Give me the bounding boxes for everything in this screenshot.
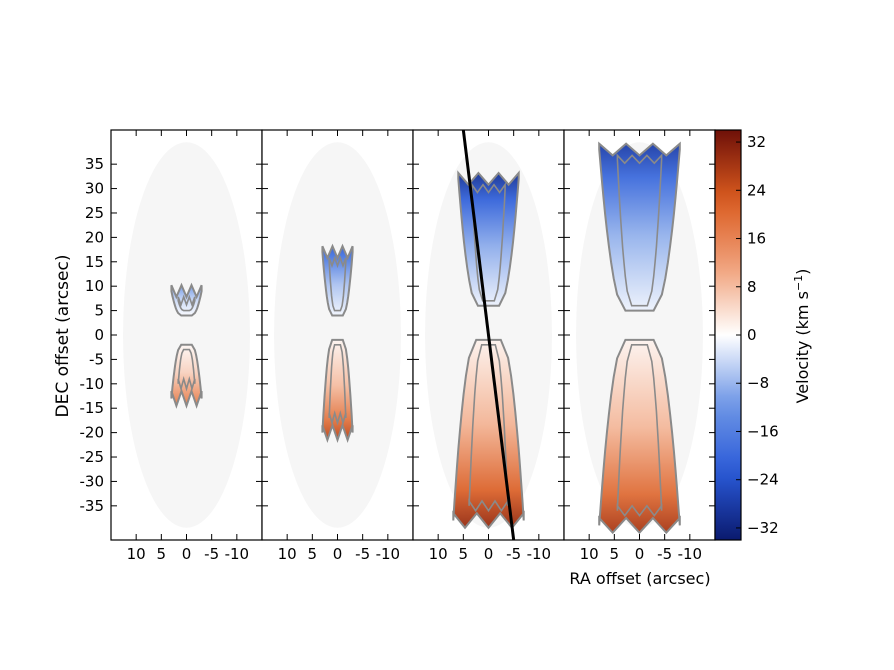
x-tick-label: -10	[678, 545, 703, 563]
red-lobe-inner-contour	[468, 344, 509, 513]
x-tick-label: 0	[635, 545, 645, 563]
colorbar-tick-label: −32	[747, 519, 779, 537]
panel-2: 10 5 0 -5 -10	[261, 129, 414, 563]
panel-content	[123, 142, 250, 528]
x-tick-label: -5	[355, 545, 370, 563]
panel-1: 10 5 0 -5 -10	[110, 129, 263, 563]
y-tick-label: 10	[85, 277, 104, 295]
panel-content	[576, 141, 703, 535]
x-tick-label: 10	[429, 545, 448, 563]
y-tick-label: 0	[94, 326, 104, 344]
panels-group: 10 5 0 -5 -10 10 5 0 -5 -10 10 5 0 -5 -10 10 5 0 -5 -103530…	[80, 129, 716, 563]
y-tick-label: -20	[80, 424, 105, 442]
colorbar-tick-label: 32	[747, 133, 766, 151]
faint-envelope	[123, 142, 250, 528]
red-lobe-contour	[598, 338, 681, 535]
y-tick-label: -15	[80, 399, 105, 417]
x-tick-label: 5	[459, 545, 469, 563]
blue-lobe-contour	[598, 141, 681, 312]
x-tick-label: 5	[610, 545, 620, 563]
x-tick-label: 5	[308, 545, 318, 563]
colorbar-tick-label: 24	[747, 181, 766, 199]
y-tick-label: -10	[80, 375, 105, 393]
red-lobe-contour	[452, 338, 525, 530]
colorbar-tick-label: 16	[747, 230, 766, 248]
panel-4: 10 5 0 -5 -10	[563, 129, 716, 563]
blue-lobe-inner-contour	[616, 153, 663, 307]
red-lobe-inner-contour	[328, 344, 347, 426]
x-tick-label: -10	[225, 545, 250, 563]
y-tick-label: -25	[80, 448, 105, 466]
redshifted-lobe	[171, 344, 202, 406]
colorbar: 32 24 16 8 0 −8 −16 −24 −32	[714, 129, 779, 541]
colorbar-tick-label: −16	[747, 422, 779, 440]
panel-content	[425, 130, 552, 540]
y-tick-label: 30	[85, 180, 104, 198]
panel-content	[274, 142, 401, 528]
blue-lobe-contour	[457, 170, 520, 307]
x-tick-label: 5	[157, 545, 167, 563]
x-tick-label: 0	[182, 545, 192, 563]
x-tick-label: -10	[376, 545, 401, 563]
red-lobe-contour	[170, 343, 203, 409]
colorbar-label-main: Velocity (km s	[793, 291, 812, 403]
blue-lobe-inner-contour	[177, 294, 196, 312]
red-lobe-contour	[321, 338, 354, 443]
x-tick-label: -10	[527, 545, 552, 563]
blue-lobe-inner-contour	[328, 255, 347, 312]
blue-lobe-inner-contour	[471, 182, 506, 302]
x-tick-label: 10	[278, 545, 297, 563]
faint-envelope	[274, 142, 401, 528]
x-axis-label: RA offset (arcsec)	[569, 569, 710, 588]
colorbar-tick-label: −24	[747, 471, 779, 489]
blue-lobe-contour	[321, 243, 354, 317]
colorbar-tick-label: 0	[747, 326, 757, 344]
y-tick-label: 20	[85, 228, 104, 246]
y-axis-label: DEC offset (arcsec)	[53, 255, 73, 418]
colorbar-tick-label: −8	[747, 374, 769, 392]
colorbar-label-close: )	[793, 269, 812, 275]
x-tick-label: -5	[204, 545, 219, 563]
position-velocity-cut-line	[461, 130, 516, 540]
panel-3: 10 5 0 -5 -10	[412, 129, 565, 563]
colorbar-tick-label: 8	[747, 278, 757, 296]
y-tick-label: -5	[89, 350, 104, 368]
colorbar-label: Velocity (km s−1)	[792, 269, 812, 404]
red-lobe-inner-contour	[177, 348, 196, 392]
x-tick-label: -5	[506, 545, 521, 563]
x-tick-label: 0	[333, 545, 343, 563]
x-tick-label: 10	[127, 545, 146, 563]
y-tick-label: 15	[85, 253, 104, 271]
red-lobe-inner-contour	[616, 344, 663, 517]
x-tick-label: 0	[484, 545, 494, 563]
colorbar-label-superscript: −1	[792, 275, 805, 291]
blue-lobe-contour	[170, 282, 203, 317]
y-tick-label: -35	[80, 497, 105, 515]
x-tick-label: 10	[580, 545, 599, 563]
x-tick-label: -5	[657, 545, 672, 563]
y-tick-label: -30	[80, 472, 105, 490]
y-tick-label: 35	[85, 155, 104, 173]
y-tick-label: 25	[85, 204, 104, 222]
y-tick-label: 5	[94, 302, 104, 320]
